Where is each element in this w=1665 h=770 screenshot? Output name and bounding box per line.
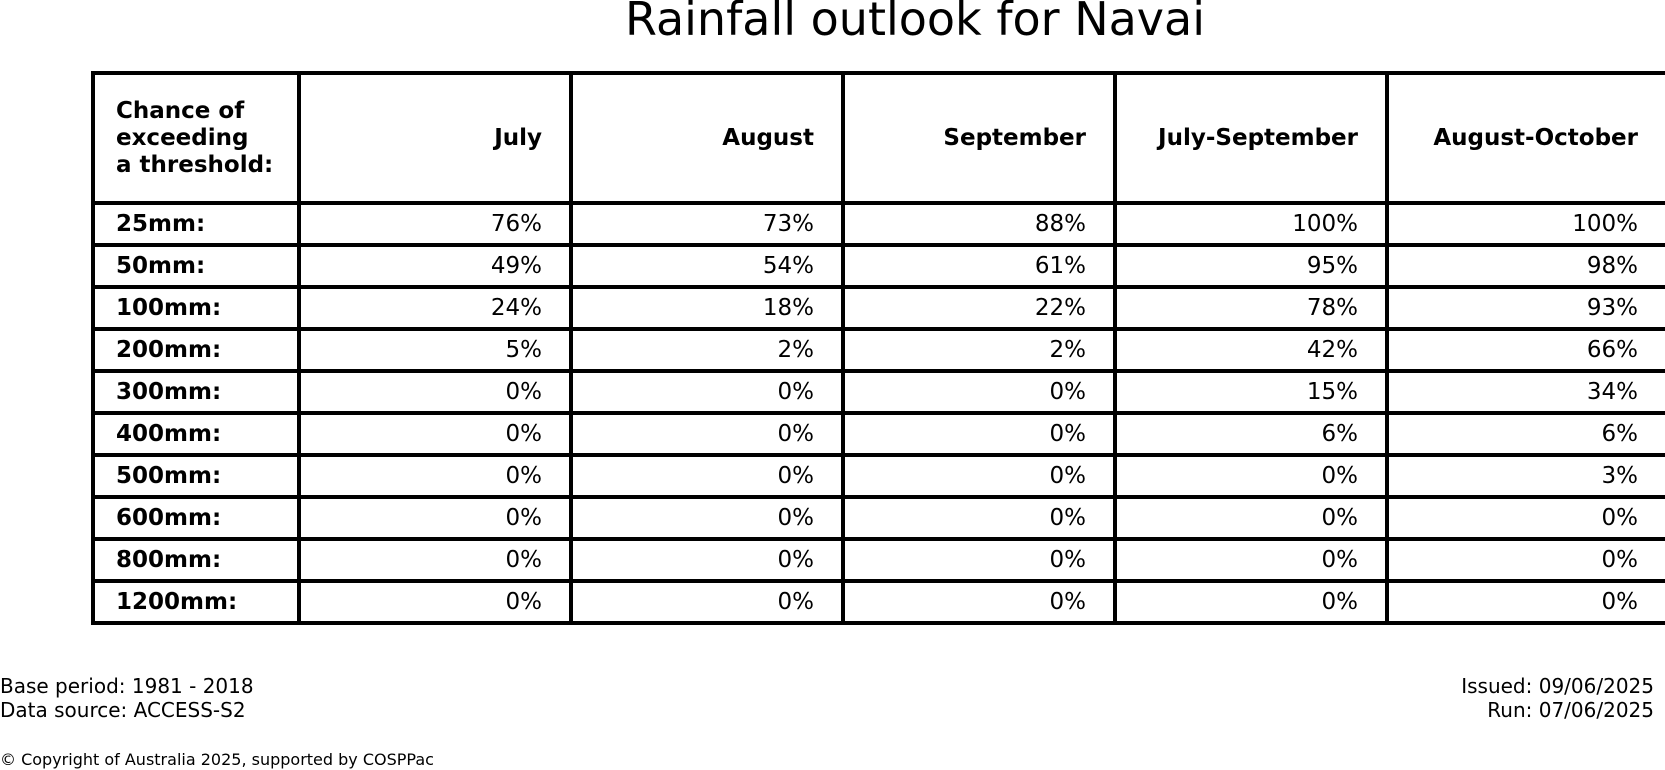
probability-cell: 0% [841,537,1117,583]
probability-cell: 0% [1113,579,1389,625]
probability-cell: 0% [841,369,1117,415]
probability-cell: 0% [1385,579,1665,625]
probability-cell: 100% [1113,201,1389,247]
table-row: 600mm: 0% 0% 0% 0% 0% [91,495,1665,541]
probability-cell: 0% [1113,537,1389,583]
threshold-label: 600mm: [91,495,301,541]
table-row: 1200mm: 0% 0% 0% 0% 0% [91,579,1665,625]
probability-cell: 0% [569,369,845,415]
chart-title: Rainfall outlook for Navai [625,0,1205,46]
threshold-label: 500mm: [91,453,301,499]
probability-cell: 88% [841,201,1117,247]
probability-cell: 98% [1385,243,1665,289]
probability-cell: 61% [841,243,1117,289]
table-row: 50mm: 49% 54% 61% 95% 98% [91,243,1665,289]
threshold-header-line: exceeding [116,124,249,151]
threshold-label: 800mm: [91,537,301,583]
probability-cell: 93% [1385,285,1665,331]
probability-cell: 0% [1385,495,1665,541]
copyright-text: © Copyright of Australia 2025, supported… [0,750,434,769]
column-header-august: August [569,71,845,205]
probability-cell: 0% [569,453,845,499]
column-header-july: July [297,71,573,205]
threshold-label: 200mm: [91,327,301,373]
probability-cell: 0% [1385,537,1665,583]
probability-cell: 0% [297,369,573,415]
footer-right: Issued: 09/06/2025 Run: 07/06/2025 [1461,674,1654,722]
issued-date-text: Issued: 09/06/2025 [1461,674,1654,698]
probability-cell: 54% [569,243,845,289]
probability-cell: 0% [1113,453,1389,499]
probability-cell: 0% [841,411,1117,457]
table-body: 25mm: 76% 73% 88% 100% 100% 50mm: 49% 54% 61% 95% 9… [91,201,1665,625]
table-row: 100mm: 24% 18% 22% 78% 93% [91,285,1665,331]
probability-cell: 2% [569,327,845,373]
probability-cell: 34% [1385,369,1665,415]
threshold-label: 1200mm: [91,579,301,625]
threshold-label: 400mm: [91,411,301,457]
probability-cell: 0% [569,579,845,625]
probability-cell: 100% [1385,201,1665,247]
threshold-header: Chance of exceeding a threshold: [91,71,301,205]
probability-cell: 0% [1113,495,1389,541]
column-header-september: September [841,71,1117,205]
probability-cell: 0% [569,495,845,541]
probability-cell: 6% [1113,411,1389,457]
footer-left: Base period: 1981 - 2018 Data source: AC… [0,674,254,722]
probability-cell: 76% [297,201,573,247]
probability-cell: 0% [297,495,573,541]
threshold-label: 50mm: [91,243,301,289]
probability-cell: 6% [1385,411,1665,457]
probability-cell: 2% [841,327,1117,373]
threshold-label: 100mm: [91,285,301,331]
rainfall-outlook-table: Chance of exceeding a threshold: July Au… [91,71,1665,625]
probability-cell: 0% [841,579,1117,625]
table-row: 800mm: 0% 0% 0% 0% 0% [91,537,1665,583]
threshold-header-line: a threshold: [116,151,274,178]
probability-cell: 0% [841,453,1117,499]
table-header-row: Chance of exceeding a threshold: July Au… [91,71,1665,205]
threshold-label: 25mm: [91,201,301,247]
table-row: 400mm: 0% 0% 0% 6% 6% [91,411,1665,457]
probability-cell: 0% [569,411,845,457]
probability-cell: 18% [569,285,845,331]
probability-cell: 42% [1113,327,1389,373]
column-header-august-october: August-October [1385,71,1665,205]
data-source-text: Data source: ACCESS-S2 [0,698,246,722]
table-row: 500mm: 0% 0% 0% 0% 3% [91,453,1665,499]
probability-cell: 0% [569,537,845,583]
probability-cell: 5% [297,327,573,373]
probability-cell: 0% [297,537,573,583]
table-row: 200mm: 5% 2% 2% 42% 66% [91,327,1665,373]
probability-cell: 24% [297,285,573,331]
probability-cell: 0% [297,453,573,499]
probability-cell: 15% [1113,369,1389,415]
probability-cell: 0% [297,411,573,457]
probability-cell: 73% [569,201,845,247]
probability-cell: 22% [841,285,1117,331]
column-header-july-september: July-September [1113,71,1389,205]
probability-cell: 49% [297,243,573,289]
run-date-text: Run: 07/06/2025 [1487,698,1654,722]
base-period-text: Base period: 1981 - 2018 [0,674,254,698]
probability-cell: 0% [297,579,573,625]
threshold-header-line: Chance of [116,97,245,124]
probability-cell: 95% [1113,243,1389,289]
threshold-label: 300mm: [91,369,301,415]
table-row: 300mm: 0% 0% 0% 15% 34% [91,369,1665,415]
probability-cell: 66% [1385,327,1665,373]
probability-cell: 78% [1113,285,1389,331]
table-row: 25mm: 76% 73% 88% 100% 100% [91,201,1665,247]
probability-cell: 0% [841,495,1117,541]
probability-cell: 3% [1385,453,1665,499]
